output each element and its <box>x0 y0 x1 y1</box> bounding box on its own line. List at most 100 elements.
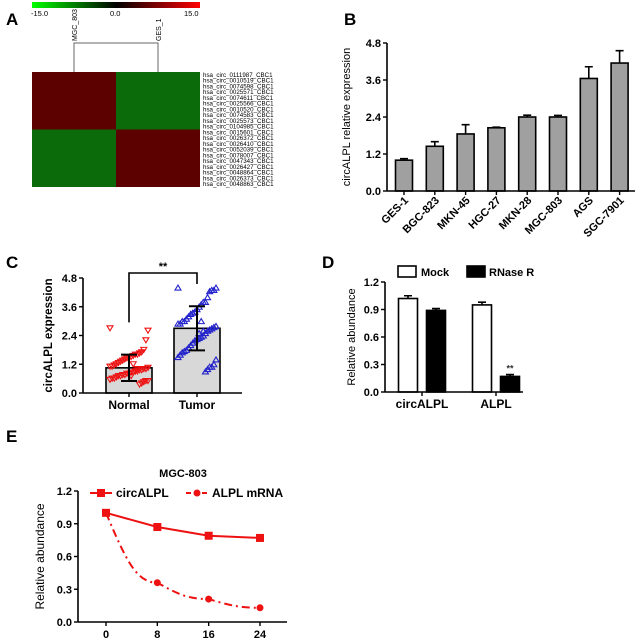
data-point <box>131 368 140 376</box>
column-label-ges1: GES_1 <box>156 18 163 41</box>
marker-circle <box>256 604 264 612</box>
significance-bracket <box>128 272 198 323</box>
y-axis-label: Relative abundance <box>346 288 358 385</box>
y-tick-label: 0.3 <box>364 360 379 372</box>
legend-label-rnase-r: RNase R <box>489 267 534 279</box>
legend-marker-alpl-mrna <box>193 489 201 497</box>
bar <box>579 77 599 192</box>
y-tick-label: 0.6 <box>57 552 72 564</box>
bar-chart-cell-lines: circALPL relative expressionGES-1BGC-823… <box>341 38 635 240</box>
heatmap-cell <box>116 72 200 130</box>
heatmap-row-label: hsa_circ_0010519_CBC1 <box>203 78 274 85</box>
marker-circle <box>205 595 213 603</box>
heatmap-row-label: hsa_circ_0074583_CBC1 <box>203 112 274 119</box>
data-point <box>203 293 212 301</box>
bar-mock <box>397 297 419 393</box>
colorbar-max-label: 15.0 <box>184 9 199 18</box>
x-tick-label: 8 <box>154 629 160 641</box>
error-bar <box>615 49 624 64</box>
marker-circle <box>102 509 110 517</box>
data-point <box>106 325 114 332</box>
data-point <box>174 319 182 327</box>
y-tick-label: 0.3 <box>57 584 72 596</box>
y-axis-label: circALPL expression <box>43 278 55 392</box>
data-point <box>201 367 210 375</box>
heatmap-row-label: hsa_circ_0048863_CBC1 <box>203 181 274 188</box>
data-point <box>174 284 182 291</box>
x-tick-label: 24 <box>254 629 267 641</box>
heatmap-row-label: hsa_circ_0025571_CBC1 <box>203 89 274 96</box>
bar <box>456 133 475 192</box>
heatmap-row-label: hsa_circ_0026410_CBC1 <box>203 141 274 148</box>
marker-circle <box>153 579 161 587</box>
y-tick-label: 3.6 <box>366 75 381 87</box>
legend-label-circalpl: circALPL <box>116 486 169 500</box>
bar-mock <box>471 304 493 393</box>
heatmap-panel: -15.0 0.0 15.0 MGC_803 GES_1 hsa_circ_01… <box>31 2 274 188</box>
data-point <box>174 353 182 361</box>
data-point <box>144 327 152 335</box>
data-point <box>141 337 150 344</box>
y-tick-label: 2.4 <box>366 112 382 124</box>
x-tick-label: AGS <box>571 195 596 220</box>
heatmap-row-label: hsa_circ_0026427_CBC1 <box>203 164 274 171</box>
data-point <box>135 381 144 389</box>
heatmap-row-label: hsa_circ_0052039_CBC1 <box>203 147 274 154</box>
chart-title: MGC-803 <box>159 468 207 480</box>
x-tick-label: 0 <box>103 629 109 641</box>
marker-square <box>204 531 213 540</box>
heatmap-row-label: hsa_circ_0025573_CBC1 <box>203 118 274 125</box>
y-tick-label: 0.0 <box>57 617 72 629</box>
significance-label: ** <box>506 364 514 374</box>
x-tick-label: HGC-27 <box>467 195 504 232</box>
column-label-mgc803: MGC_803 <box>72 9 79 41</box>
bar-chart-rnase: Relative abundance circALPL ALPL ** 0.0 0.3 0.… <box>346 265 534 411</box>
line-circalpl <box>105 511 261 539</box>
y-tick-label: 0.6 <box>364 332 379 344</box>
y-tick-label: 1.2 <box>62 359 77 371</box>
y-tick-label: 0.0 <box>62 388 77 400</box>
panel-label-b: B <box>344 10 356 29</box>
y-tick-label: 4.8 <box>366 38 381 50</box>
panel-label-d: D <box>322 253 334 272</box>
error-bar <box>584 65 593 79</box>
sd-error-bar <box>121 353 137 383</box>
data-point <box>108 375 117 383</box>
bar <box>487 126 506 192</box>
legend-label-mock: Mock <box>421 267 450 279</box>
dendrogram <box>73 42 159 72</box>
x-tick-label: ALPL <box>480 397 511 411</box>
heatmap-row-label: hsa_circ_0048864_CBC1 <box>203 170 274 177</box>
x-tick-label: circALPL <box>396 397 449 411</box>
bar <box>394 159 414 192</box>
colorbar <box>32 2 200 8</box>
data-point <box>106 363 114 371</box>
data-point <box>205 287 214 295</box>
panel-label-a: A <box>6 10 18 29</box>
x-tick-label: MKN-45 <box>435 195 472 232</box>
y-tick-label: 0.9 <box>57 519 72 531</box>
bar <box>425 145 445 192</box>
significance-label: ** <box>159 261 168 273</box>
heatmap-cell <box>32 129 116 187</box>
data-point <box>197 317 206 325</box>
x-tick-label: Tumor <box>179 398 216 412</box>
heatmap-row-label: hsa_circ_0111987_CBC1 <box>203 72 273 79</box>
x-tick-label: Normal <box>108 398 149 412</box>
line-alpl-mrna <box>105 512 261 609</box>
y-tick-label: 1.2 <box>364 277 379 289</box>
data-point <box>212 355 220 363</box>
heatmap-row-label: hsa_circ_0026372_CBC1 <box>203 135 274 142</box>
y-tick-label: 0.9 <box>364 305 379 317</box>
heatmap-row-label: hsa_circ_0104985_CBC1 <box>203 124 274 131</box>
legend-marker-circalpl <box>97 489 105 497</box>
y-tick-label: 2.4 <box>62 331 78 343</box>
y-axis-label: Relative abundance <box>33 503 47 609</box>
data-point <box>129 361 138 368</box>
bar <box>610 62 629 192</box>
y-tick-label: 1.2 <box>366 149 381 161</box>
marker-square <box>256 533 264 542</box>
heatmap-row-label: hsa_circ_0047343_CBC1 <box>203 158 274 165</box>
heatmap-row-label: hsa_circ_0078007_CBC1 <box>203 152 274 159</box>
